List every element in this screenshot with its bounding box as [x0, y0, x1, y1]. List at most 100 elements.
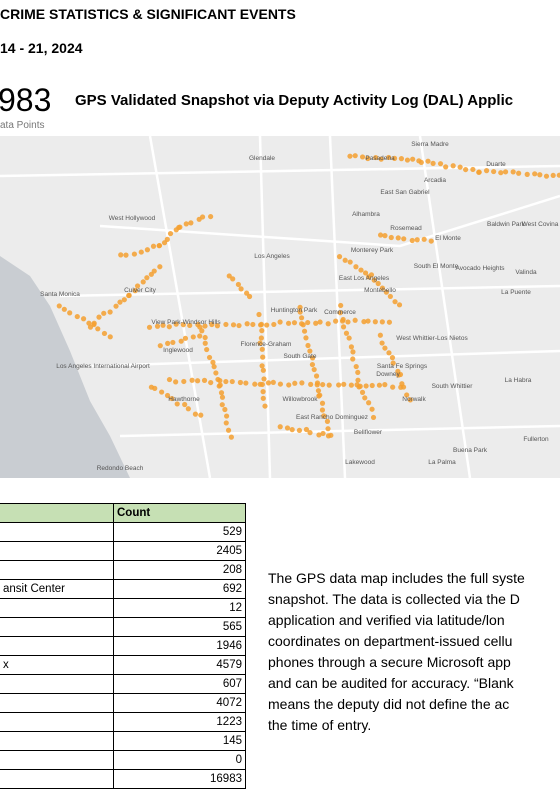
gps-point: [386, 350, 392, 356]
gps-point: [260, 367, 266, 373]
gps-point: [321, 413, 327, 419]
gps-point: [199, 328, 205, 334]
map-label: Avocado Heights: [455, 265, 505, 272]
gps-point: [299, 315, 305, 321]
gps-point: [347, 153, 353, 159]
gps-point: [252, 381, 258, 387]
gps-point: [101, 330, 108, 337]
table-row: 529: [0, 522, 246, 542]
gps-point: [352, 153, 358, 159]
row-count: 1946: [113, 636, 246, 656]
gps-point: [311, 366, 317, 373]
gps-point: [407, 397, 413, 403]
gps-point: [373, 154, 379, 161]
gps-point: [353, 264, 359, 270]
gps-point: [213, 370, 219, 376]
row-label: [0, 560, 114, 580]
gps-point: [61, 306, 67, 312]
gps-point: [56, 303, 62, 309]
gps-point: [107, 309, 113, 315]
map-label: Los Angeles International Airport: [56, 363, 150, 370]
gps-point: [362, 270, 369, 276]
gps-point: [350, 356, 356, 362]
gps-point: [250, 321, 256, 328]
gps-point: [215, 376, 221, 383]
gps-point: [164, 392, 171, 399]
gps-point: [303, 426, 310, 433]
gps-point: [391, 155, 398, 161]
gps-point: [300, 322, 306, 328]
gps-point: [425, 158, 431, 164]
gps-point: [309, 361, 316, 368]
gps-point: [131, 251, 138, 257]
gps-point: [230, 322, 237, 328]
map-label: South El Monte: [414, 263, 459, 270]
gps-point: [359, 154, 366, 160]
gps-point: [319, 400, 326, 406]
gps-point: [296, 427, 303, 433]
gps-point: [320, 381, 326, 388]
gps-point: [340, 316, 346, 323]
map-label: Willowbrook: [282, 396, 318, 403]
gps-point: [371, 277, 377, 283]
gps-point: [297, 304, 303, 310]
gps-point: [340, 324, 347, 330]
gps-point: [409, 237, 415, 244]
gps-point: [192, 411, 199, 417]
table-row: 4072: [0, 693, 246, 713]
header-cell: [0, 503, 114, 523]
gps-point: [350, 349, 356, 355]
gps-point: [95, 326, 101, 332]
gps-point: [410, 156, 416, 162]
row-count: 4072: [113, 693, 246, 713]
gps-point: [463, 166, 469, 173]
map-label: South Whittier: [432, 383, 474, 390]
gps-point: [118, 252, 124, 258]
gps-point: [404, 392, 410, 398]
gps-point: [325, 321, 331, 327]
gps-point: [182, 335, 189, 341]
gps-point: [197, 333, 203, 339]
gps-point: [359, 389, 366, 395]
gps-point: [307, 348, 313, 354]
gps-point: [443, 164, 449, 170]
gps-point: [369, 406, 375, 412]
gps-point: [206, 354, 213, 361]
gps-point: [556, 172, 560, 178]
map-label: Culver City: [124, 287, 157, 294]
gps-point: [277, 424, 283, 430]
gps-point: [194, 378, 201, 384]
gps-point: [174, 401, 180, 407]
gps-point: [74, 313, 80, 320]
gps-point: [305, 342, 311, 349]
gps-point: [202, 334, 208, 341]
gps-point: [502, 169, 509, 175]
gps-point: [543, 173, 550, 179]
gps-point: [401, 236, 407, 242]
map-label: Buena Park: [453, 447, 488, 454]
gps-point: [164, 236, 170, 242]
gps-point: [404, 157, 411, 163]
map-label: East Los Angeles: [339, 275, 390, 282]
row-count: 145: [113, 731, 246, 751]
row-label: [0, 693, 114, 713]
gps-point: [181, 378, 187, 385]
row-label: [0, 541, 114, 561]
map-label: Baldwin Park: [487, 221, 526, 228]
gps-point: [209, 321, 215, 328]
gps-point: [366, 400, 372, 406]
map-label: Montebello: [364, 287, 396, 294]
row-count: 607: [113, 674, 246, 694]
gps-point: [437, 161, 444, 167]
row-label: [0, 522, 114, 542]
gps-point: [336, 382, 342, 388]
gps-point: [185, 406, 191, 412]
gps-point: [341, 381, 347, 387]
map-label: Los Angeles: [254, 253, 290, 260]
gps-point: [347, 259, 353, 265]
table-row: 607: [0, 674, 246, 694]
gps-point: [310, 355, 316, 361]
gps-point: [237, 379, 243, 386]
gps-point: [392, 299, 398, 305]
description: The GPS data map includes the full syste…: [268, 568, 525, 736]
